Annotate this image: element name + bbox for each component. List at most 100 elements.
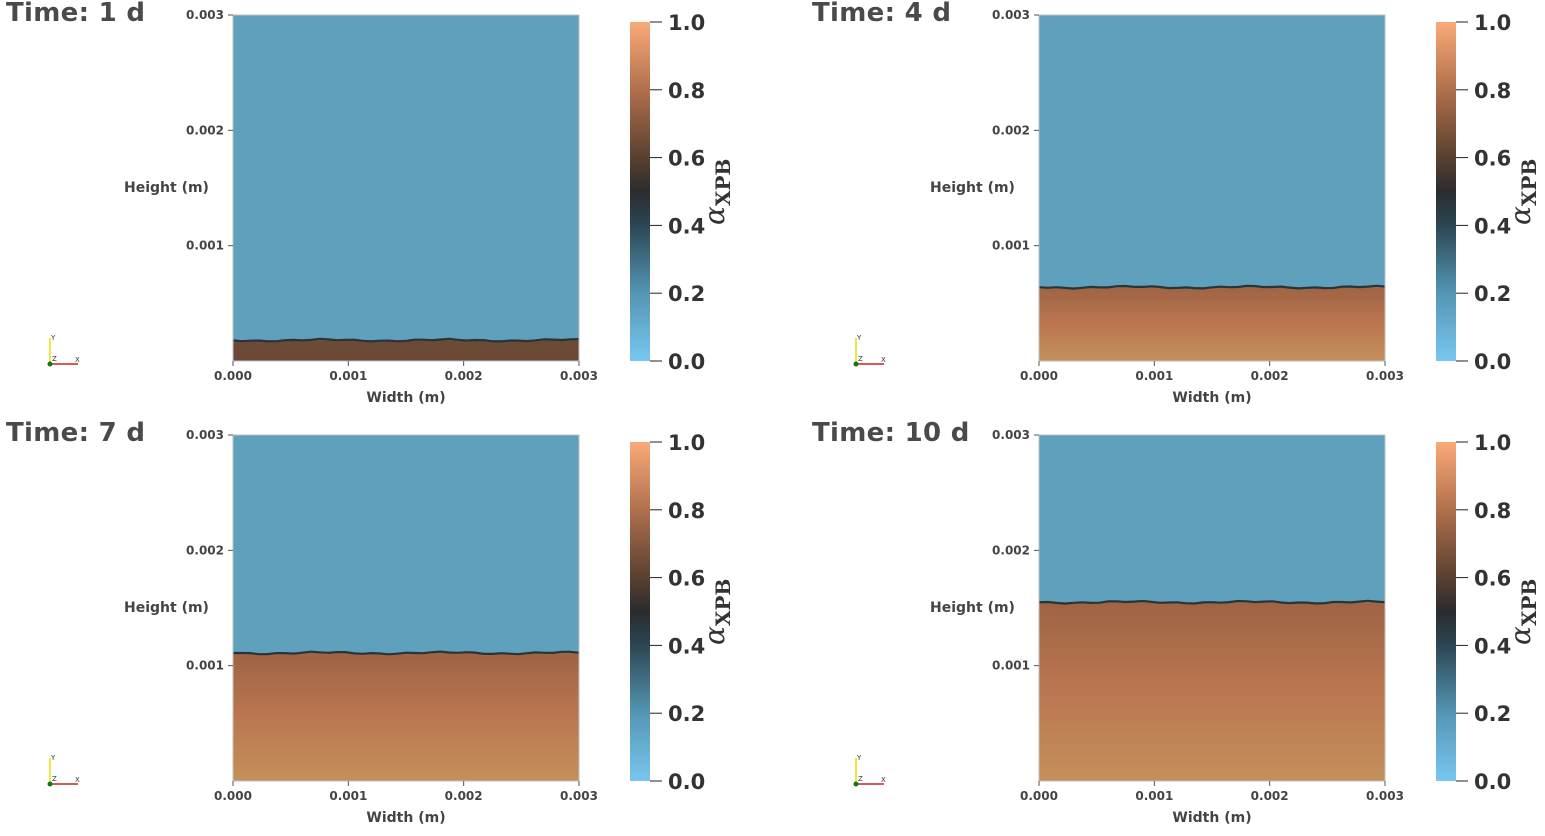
triad-x-label: X (881, 776, 886, 784)
colorbar-tick-label: 0.0 (1474, 350, 1511, 374)
y-tick-label: 0.003 (992, 428, 1030, 442)
interface-line (1038, 599, 1386, 605)
y-tick-label: 0.002 (992, 543, 1030, 557)
y-axis-title: Height (m) (124, 180, 209, 196)
time-label: Time: 10 d (812, 418, 970, 448)
colorbar-title: αXPB (1504, 579, 1541, 645)
y-axis-title: Height (m) (930, 180, 1015, 196)
colorbar (1436, 22, 1456, 361)
colorbar-tick-label: 0.8 (1474, 79, 1511, 103)
triad-z-label: Z (52, 775, 57, 783)
triad-origin (47, 361, 53, 367)
plot-svg: 0.000 0.001 0.002 0.003 0.001 0.002 0.003 Width… (853, 428, 1541, 826)
colorbar-tick-label: 0.0 (668, 770, 705, 794)
x-tick-label: 0.002 (445, 789, 483, 803)
x-tick-label: 0.000 (1020, 369, 1058, 383)
colorbar-tick-label: 0.6 (668, 567, 705, 591)
x-tick-label: 0.000 (214, 369, 252, 383)
colorbar (630, 22, 650, 361)
x-axis-title: Width (m) (366, 810, 445, 826)
triad-x-label: X (881, 356, 886, 364)
y-axis-title: Height (m) (930, 600, 1015, 616)
triad-x-label: X (75, 776, 80, 784)
x-tick-label: 0.000 (1020, 789, 1058, 803)
colorbar-title-symbol: α (698, 626, 731, 645)
colorbar-title-symbol: α (1504, 206, 1537, 225)
colorbar-tick-label: 0.0 (1474, 770, 1511, 794)
panel-time-10d: Time: 10 d 0.000 0.001 0.002 0.003 0.001 0.00… (806, 418, 1545, 836)
triad-z-label: Z (52, 355, 57, 363)
panel-time-1d: Time: 1 d 0.000 0.001 0.002 0.003 0.001 0.002… (0, 0, 772, 416)
y-tick-label: 0.001 (992, 239, 1030, 253)
plot-frame (232, 434, 580, 782)
triad-y-label: Y (856, 754, 862, 762)
triad-origin (853, 361, 859, 367)
colorbar-tick-label: 0.6 (1474, 147, 1511, 171)
biofilm-region (233, 340, 579, 361)
x-tick-label: 0.001 (329, 789, 367, 803)
interface-line (232, 650, 580, 656)
colorbar-tick-label: 0.8 (668, 499, 705, 523)
colorbar-tick-label: 0.8 (668, 79, 705, 103)
interface-line (232, 337, 580, 343)
triad-y-label: Y (50, 754, 56, 762)
plot-frame (232, 14, 580, 362)
fluid-region (233, 15, 579, 361)
y-tick-label: 0.002 (186, 123, 224, 137)
colorbar-tick-label: 0.6 (668, 147, 705, 171)
colorbar-tick-label: 0.2 (668, 282, 705, 306)
triad-origin (47, 781, 53, 787)
biofilm-region (233, 652, 579, 781)
x-axis-title: Width (m) (366, 390, 445, 406)
plot-frame (1038, 14, 1386, 362)
colorbar-tick-label: 0.8 (1474, 499, 1511, 523)
x-tick-label: 0.001 (329, 369, 367, 383)
colorbar-title-subscript: XPB (711, 579, 735, 626)
colorbar-tick-label: 0.4 (668, 214, 705, 238)
x-tick-label: 0.002 (445, 369, 483, 383)
interface-line (1038, 284, 1386, 290)
triad-x-label: X (75, 356, 80, 364)
y-tick-label: 0.002 (186, 543, 224, 557)
colorbar-tick-label: 0.4 (1474, 634, 1511, 658)
y-tick-label: 0.003 (992, 8, 1030, 22)
colorbar-tick-label: 0.6 (1474, 567, 1511, 591)
x-axis-title: Width (m) (1172, 390, 1251, 406)
triad-y-label: Y (50, 334, 56, 342)
plot-svg: 0.000 0.001 0.002 0.003 0.001 0.002 0.003 Width… (853, 8, 1541, 406)
colorbar-title-symbol: α (698, 206, 731, 225)
panel-time-4d: Time: 4 d 0.000 0.001 0.002 0.003 0.001 0.002… (806, 0, 1545, 416)
x-tick-label: 0.003 (560, 369, 598, 383)
colorbar-tick-label: 0.2 (1474, 702, 1511, 726)
colorbar-tick-label: 1.0 (668, 11, 705, 35)
x-tick-label: 0.003 (1366, 369, 1404, 383)
colorbar-tick-label: 1.0 (668, 431, 705, 455)
colorbar-tick-label: 0.2 (668, 702, 705, 726)
time-label: Time: 7 d (6, 418, 146, 448)
colorbar-tick-label: 0.4 (1474, 214, 1511, 238)
panel-time-7d: Time: 7 d 0.000 0.001 0.002 0.003 0.001 0.002… (0, 418, 772, 836)
colorbar-title: αXPB (1504, 159, 1541, 225)
triad-z-label: Z (858, 775, 863, 783)
y-tick-label: 0.003 (186, 428, 224, 442)
colorbar-title: αXPB (698, 159, 735, 225)
colorbar-title-subscript: XPB (711, 159, 735, 206)
x-tick-label: 0.000 (214, 789, 252, 803)
triad-y-label: Y (856, 334, 862, 342)
colorbar-title: αXPB (698, 579, 735, 645)
x-tick-label: 0.001 (1135, 789, 1173, 803)
y-tick-label: 0.001 (186, 659, 224, 673)
time-label: Time: 1 d (6, 0, 146, 28)
colorbar-title-symbol: α (1504, 626, 1537, 645)
y-axis-title: Height (m) (124, 600, 209, 616)
biofilm-region (1039, 287, 1385, 361)
x-tick-label: 0.002 (1251, 369, 1289, 383)
y-tick-label: 0.001 (186, 239, 224, 253)
triad-z-label: Z (858, 355, 863, 363)
y-tick-label: 0.003 (186, 8, 224, 22)
time-label: Time: 4 d (812, 0, 952, 28)
triad-origin (853, 781, 859, 787)
colorbar-tick-label: 0.4 (668, 634, 705, 658)
x-tick-label: 0.003 (560, 789, 598, 803)
colorbar-tick-label: 0.0 (668, 350, 705, 374)
